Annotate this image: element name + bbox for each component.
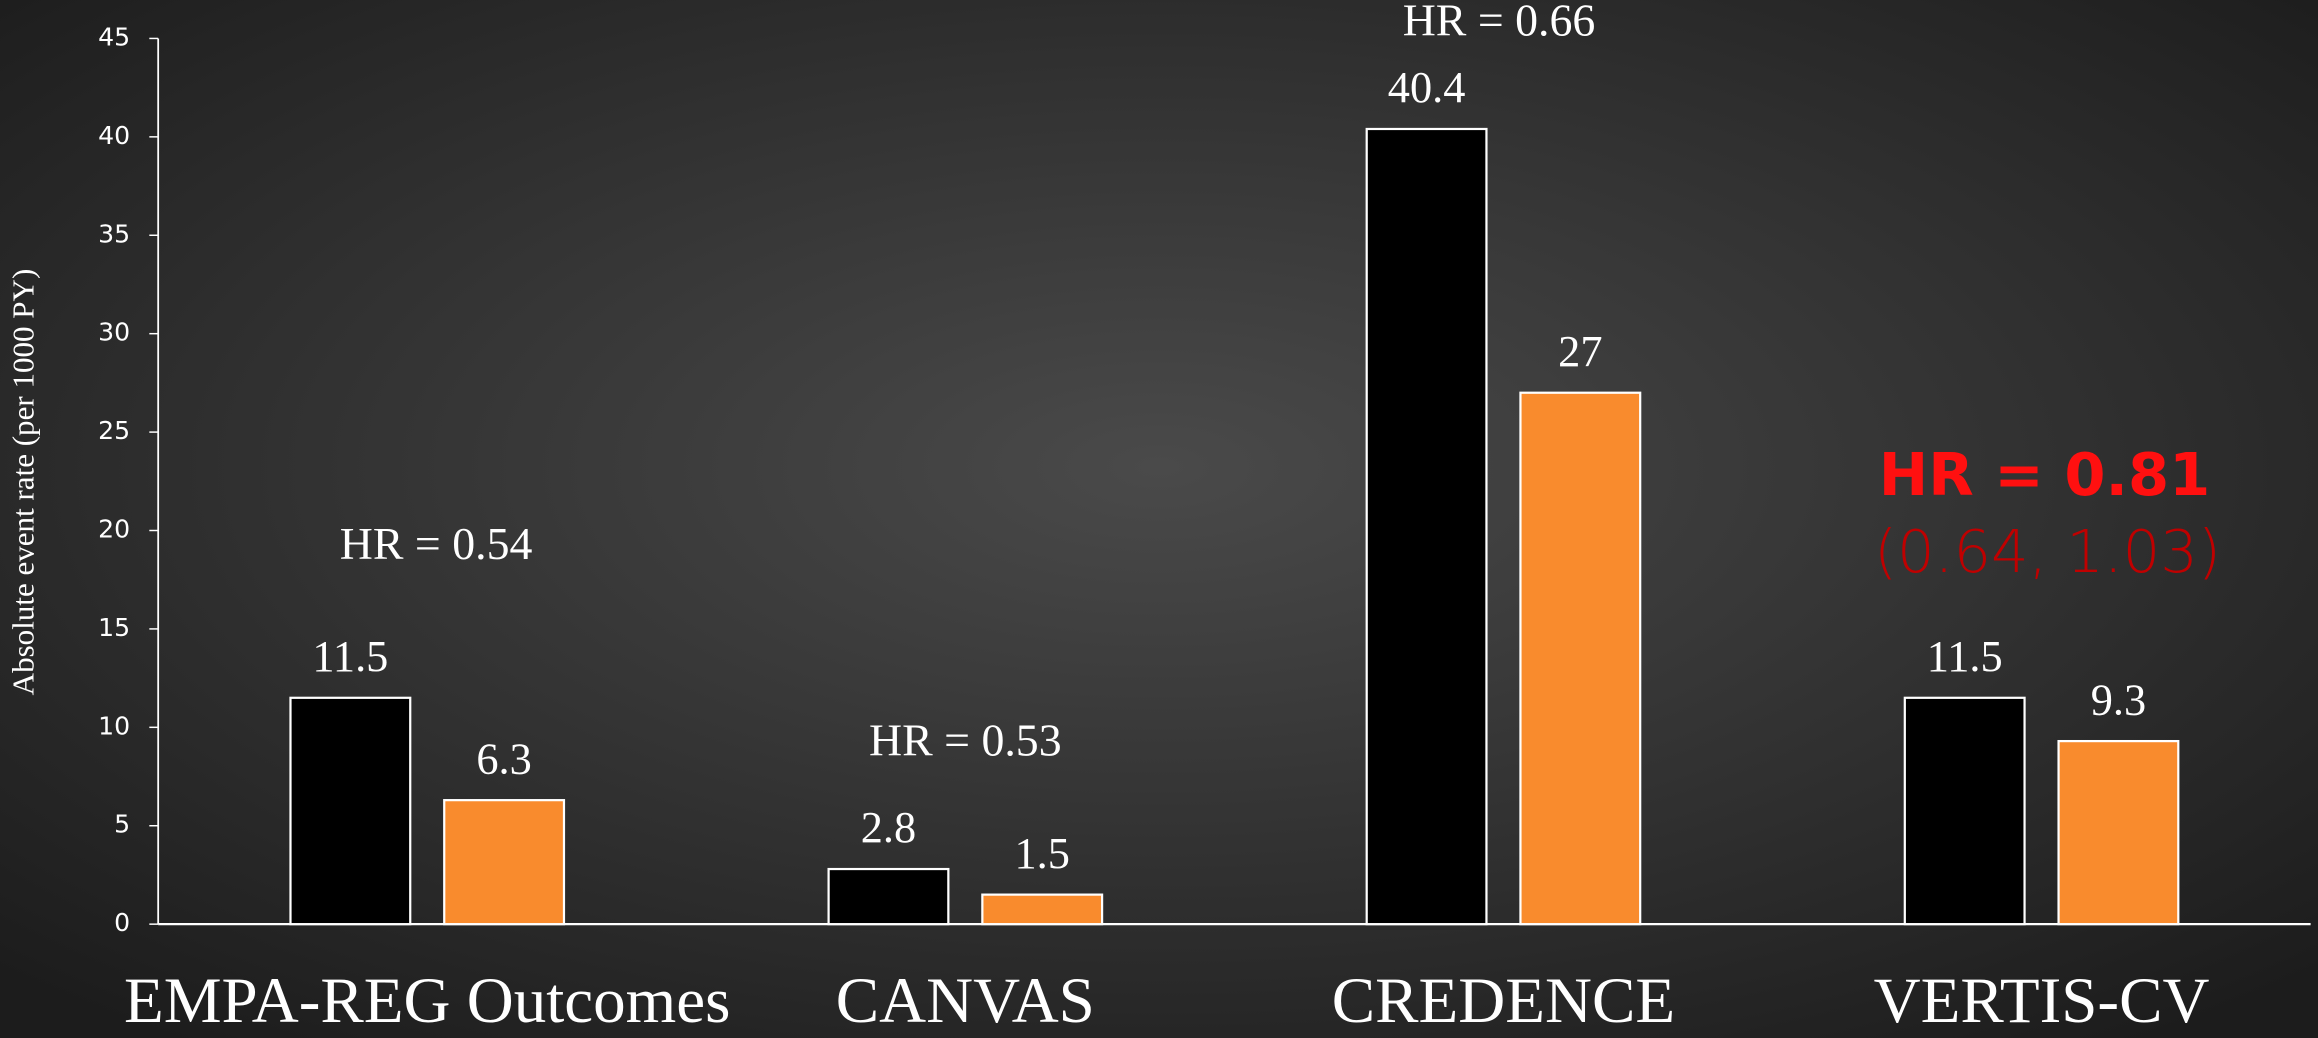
bar [443, 799, 566, 926]
x-tick-label: CREDENCE [1332, 965, 1675, 1037]
bar [2057, 739, 2180, 926]
value-label: 1.5 [1014, 828, 1069, 878]
value-label: 9.3 [2091, 674, 2146, 724]
bar [289, 696, 412, 926]
y-tick-label: 10 [98, 711, 130, 740]
y-axis-label: Absolute event rate (per 1000 PY) [6, 269, 41, 696]
bar [1903, 696, 2026, 926]
value-label: 6.3 [476, 733, 531, 783]
y-tick-label: 20 [98, 514, 130, 543]
x-tick-label: CANVAS [836, 965, 1095, 1037]
x-tick-label: VERTIS-CV [1874, 965, 2210, 1037]
annotation: HR = 0.66 [1403, 0, 1596, 46]
bar [981, 893, 1104, 926]
value-label: 11.5 [312, 631, 388, 681]
y-tick-label: 0 [114, 908, 130, 937]
y-tick-label: 35 [98, 219, 130, 248]
annotation: (0.64, 1.03) [1874, 517, 2221, 586]
annotation: HR = 0.81 [1879, 440, 2211, 509]
y-tick-label: 45 [98, 22, 130, 51]
bar [1365, 127, 1488, 926]
value-label: 40.4 [1388, 62, 1466, 112]
value-label: 2.8 [861, 802, 916, 852]
y-tick-label: 25 [98, 416, 130, 445]
annotation: HR = 0.53 [869, 715, 1062, 766]
x-tick-label: EMPA-REG Outcomes [124, 965, 730, 1037]
bar [827, 867, 950, 926]
y-tick-label: 15 [98, 613, 130, 642]
y-tick-label: 30 [98, 318, 130, 347]
y-tick-label: 40 [98, 121, 130, 150]
value-label: 27 [1558, 326, 1602, 376]
annotation: HR = 0.54 [340, 518, 533, 569]
value-label: 11.5 [1927, 631, 2003, 681]
y-tick-label: 5 [114, 810, 130, 839]
bar [1519, 391, 1642, 926]
